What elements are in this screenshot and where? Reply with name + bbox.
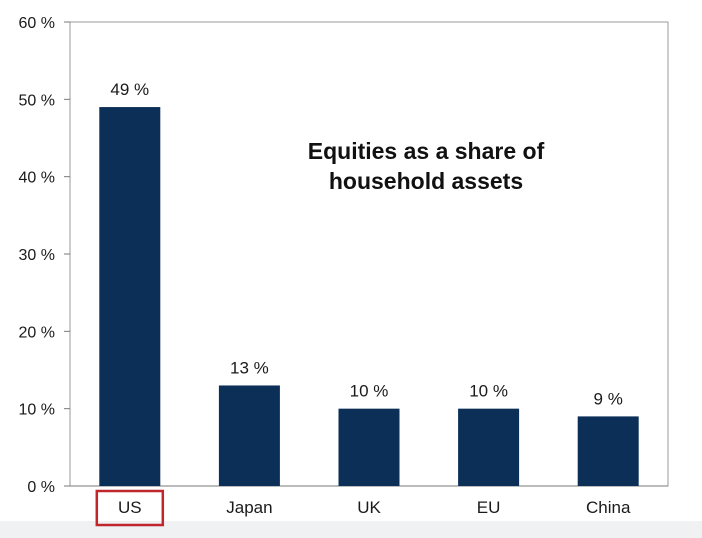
bar-china — [577, 416, 639, 486]
data-label-uk: 10 % — [350, 382, 389, 401]
category-label-china: China — [586, 498, 631, 517]
bar-uk — [338, 408, 400, 486]
y-tick-label: 10 % — [19, 402, 55, 419]
bar-japan — [218, 385, 280, 486]
data-label-china: 9 % — [594, 389, 623, 408]
chart-title: Equities as a share of household assets — [307, 138, 545, 194]
y-tick-label: 40 % — [19, 170, 55, 187]
y-tick-label: 60 % — [19, 15, 55, 32]
category-label-us: US — [118, 498, 142, 517]
bar-us — [99, 107, 161, 487]
category-label-japan: Japan — [226, 498, 272, 517]
data-label-us: 49 % — [110, 80, 149, 99]
bottom-strip — [0, 521, 702, 538]
bar-eu — [458, 408, 520, 486]
y-tick-label: 30 % — [19, 247, 55, 264]
y-tick-label: 50 % — [19, 92, 55, 109]
y-tick-label: 20 % — [19, 324, 55, 341]
data-label-japan: 13 % — [230, 358, 269, 377]
data-label-eu: 10 % — [469, 382, 508, 401]
y-tick-label: 0 % — [27, 479, 55, 496]
highlight-box — [95, 489, 165, 527]
category-label-eu: EU — [477, 498, 501, 517]
category-label-uk: UK — [357, 498, 381, 517]
